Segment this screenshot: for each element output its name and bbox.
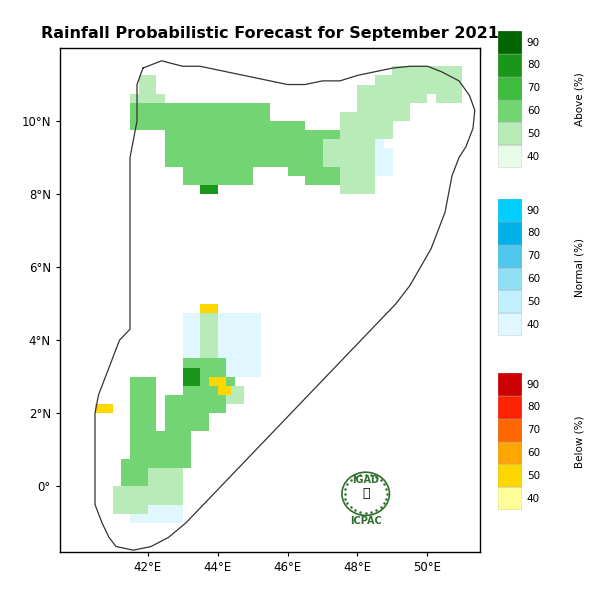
Title: Rainfall Probabilistic Forecast for September 2021: Rainfall Probabilistic Forecast for Sept… (41, 26, 499, 41)
Text: 40: 40 (527, 494, 540, 503)
Text: Above (%): Above (%) (575, 73, 585, 127)
Bar (235, 130, 305, 158)
Text: 90: 90 (527, 380, 540, 389)
Bar (148, 431, 191, 468)
Bar (287, 148, 323, 176)
Bar (148, 468, 182, 505)
Bar (498, 464, 522, 487)
Bar (392, 66, 436, 94)
Text: 60: 60 (527, 106, 540, 116)
Text: 50: 50 (527, 129, 540, 139)
Text: 40: 40 (527, 320, 540, 329)
Bar (305, 167, 340, 185)
Bar (498, 290, 522, 313)
Bar (498, 122, 522, 145)
Text: 🌍: 🌍 (362, 487, 370, 500)
Bar (182, 386, 226, 413)
Bar (95, 404, 113, 413)
Text: 90: 90 (527, 38, 540, 47)
Text: 80: 80 (527, 61, 540, 70)
Bar (498, 31, 522, 54)
Text: 60: 60 (527, 274, 540, 284)
Bar (498, 419, 522, 442)
Bar (130, 103, 182, 130)
Bar (498, 100, 522, 122)
Bar (498, 487, 522, 510)
Bar (130, 377, 156, 431)
Bar (200, 185, 218, 194)
Bar (498, 313, 522, 336)
Bar (182, 358, 226, 377)
Bar (498, 199, 522, 222)
Text: 70: 70 (527, 83, 540, 93)
Bar (121, 459, 148, 496)
Bar (182, 313, 261, 377)
Bar (498, 268, 522, 290)
Text: IGAD: IGAD (352, 475, 379, 485)
Bar (498, 77, 522, 100)
Bar (498, 396, 522, 419)
Text: Below (%): Below (%) (575, 415, 585, 468)
Bar (323, 139, 375, 167)
Bar (113, 486, 148, 514)
Bar (130, 431, 148, 468)
Bar (165, 130, 270, 167)
Bar (165, 395, 209, 431)
Bar (182, 167, 253, 185)
Text: 40: 40 (527, 152, 540, 161)
Text: 80: 80 (527, 229, 540, 238)
Bar (200, 313, 218, 331)
Bar (340, 148, 392, 176)
Bar (218, 386, 232, 395)
Bar (498, 373, 522, 396)
Bar (498, 54, 522, 77)
Text: 60: 60 (527, 448, 540, 458)
Bar (498, 222, 522, 245)
Bar (498, 145, 522, 168)
Bar (130, 94, 165, 112)
Bar (340, 112, 392, 139)
Text: Normal (%): Normal (%) (575, 238, 585, 297)
Bar (358, 85, 410, 121)
Bar (375, 76, 427, 103)
Bar (498, 245, 522, 268)
Bar (165, 395, 200, 431)
Bar (182, 368, 200, 386)
Bar (218, 103, 270, 139)
Text: 70: 70 (527, 251, 540, 261)
Bar (323, 139, 384, 158)
Bar (130, 496, 182, 523)
Text: 50: 50 (527, 471, 540, 481)
Bar (270, 121, 305, 139)
Bar (139, 76, 156, 94)
Bar (209, 377, 226, 386)
Bar (498, 442, 522, 464)
Text: 70: 70 (527, 425, 540, 435)
Bar (200, 304, 218, 313)
Bar (226, 386, 244, 404)
Text: ICPAC: ICPAC (350, 516, 382, 526)
Bar (165, 103, 218, 130)
Text: 50: 50 (527, 297, 540, 307)
Text: 90: 90 (527, 206, 540, 215)
Bar (200, 331, 218, 358)
Bar (436, 66, 463, 103)
Bar (270, 130, 340, 167)
Bar (200, 377, 235, 395)
Text: 80: 80 (527, 403, 540, 412)
Bar (340, 167, 375, 194)
